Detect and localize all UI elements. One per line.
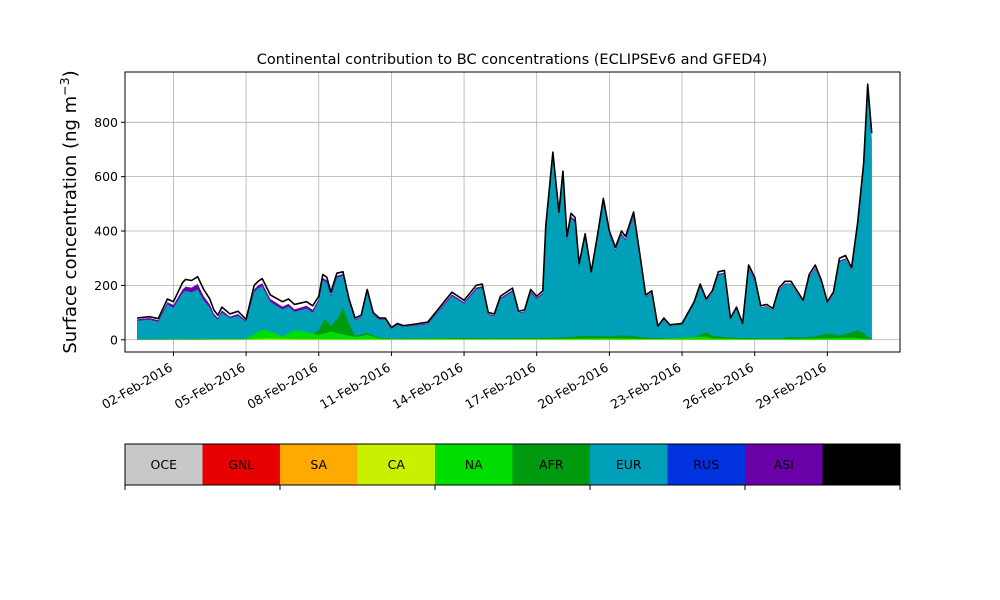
y-tick-label-0: 0 [110, 332, 118, 347]
y-axis-label-close: ) [60, 70, 81, 77]
series-area-eur [137, 93, 872, 340]
legend-swatch-asi [745, 444, 823, 485]
y-tick-label-3: 600 [94, 169, 118, 184]
plot-area: 0 200 400 600 800 02-Feb-201605-Feb-201608-Fe… [94, 71, 901, 412]
legend-swatch-na [435, 444, 513, 485]
y-axis-label-main: Surface concentration (ng m [60, 96, 81, 354]
axes-frame [124, 71, 901, 353]
x-tick-label-4: 14-Feb-2016 [390, 360, 466, 412]
legend-swatch-ca [357, 444, 435, 485]
legend-swatch-oce [125, 444, 203, 485]
legend-swatch-rus [667, 444, 745, 485]
y-tick-label-2: 400 [94, 224, 118, 239]
x-tick-label-0: 02-Feb-2016 [99, 360, 175, 412]
series-area-ca [137, 338, 872, 340]
series-area-afr [137, 307, 872, 340]
legend-swatch-afr [512, 444, 590, 485]
legend-swatch-eur [590, 444, 668, 485]
series-area-na [137, 329, 872, 340]
x-tick-label-6: 20-Feb-2016 [535, 360, 611, 412]
x-tick-label-7: 23-Feb-2016 [608, 360, 684, 412]
x-tick-label-5: 17-Feb-2016 [462, 360, 538, 412]
legend-label-eur: EUR [616, 457, 642, 472]
total-outline [137, 83, 873, 329]
legend-label-asi: ASI [774, 457, 794, 472]
legend-label-na: NA [465, 457, 483, 472]
legend-label-oce: OCE [151, 457, 178, 472]
colorbar-legend: OCE GNL SA CA NA AFR EUR RUS ASI AUS [124, 443, 901, 490]
legend-swatch-aus [822, 444, 900, 485]
legend-swatch-gnl [202, 444, 280, 485]
chart-title: Continental contribution to BC concentra… [257, 52, 768, 68]
legend-label-sa: SA [310, 457, 327, 472]
y-axis-label: Surface concentration (ng m−3) [57, 70, 81, 353]
legend-frame [124, 443, 901, 486]
legend-label-afr: AFR [539, 457, 564, 472]
legend-label-ca: CA [388, 457, 406, 472]
legend-swatch-sa [280, 444, 358, 485]
legend-label-aus: AUS [848, 457, 874, 472]
legend-label-gnl: GNL [228, 457, 254, 472]
y-tick-label-1: 200 [94, 278, 118, 293]
x-tick-label-9: 29-Feb-2016 [753, 360, 829, 412]
y-tick-label-4: 800 [94, 115, 118, 130]
x-tick-label-1: 05-Feb-2016 [172, 360, 248, 412]
y-axis-label-superscript: −3 [57, 77, 72, 95]
x-tick-label-8: 26-Feb-2016 [680, 360, 756, 412]
x-tick-label-3: 11-Feb-2016 [317, 360, 393, 412]
x-tick-label-2: 08-Feb-2016 [244, 360, 320, 412]
legend-label-rus: RUS [693, 457, 719, 472]
